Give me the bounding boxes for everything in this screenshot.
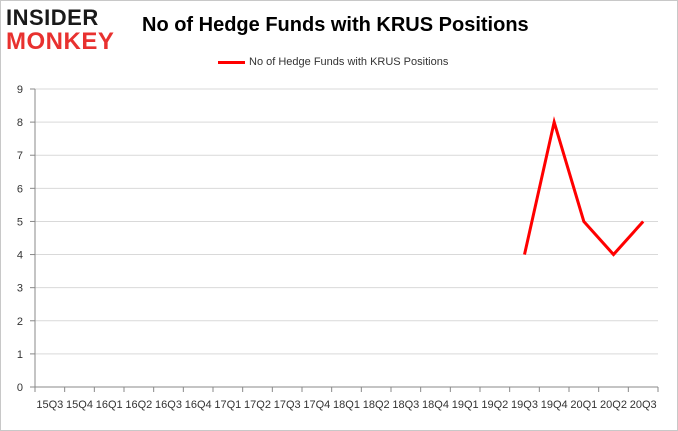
x-tick-label: 16Q3	[155, 399, 182, 411]
x-tick-label: 18Q4	[422, 399, 449, 411]
legend-swatch	[218, 60, 245, 64]
x-tick-label: 16Q4	[185, 399, 212, 411]
y-tick-label: 5	[17, 216, 23, 228]
x-tick-label: 18Q1	[333, 399, 360, 411]
y-tick-label: 4	[17, 250, 23, 262]
x-tick-label: 17Q2	[244, 399, 271, 411]
x-tick-label: 18Q3	[392, 399, 419, 411]
legend-label: No of Hedge Funds with KRUS Positions	[249, 56, 449, 68]
y-tick-label: 2	[17, 316, 23, 328]
series-layer	[523, 116, 645, 257]
x-tick-label: 17Q1	[214, 399, 241, 411]
x-tick-label: 20Q3	[630, 399, 657, 411]
gridlines	[35, 88, 658, 355]
chart-legend: No of Hedge Funds with KRUS Positions	[218, 55, 448, 69]
y-tick-label: 0	[17, 382, 23, 394]
y-tick-label: 8	[17, 117, 23, 129]
x-tick-label: 19Q2	[481, 399, 508, 411]
x-tick-label: 19Q3	[511, 399, 538, 411]
y-tick-label: 3	[17, 283, 23, 295]
x-tick-label: 19Q1	[452, 399, 479, 411]
insider-monkey-logo: INSIDER MONKEY	[6, 6, 126, 58]
y-tick-label: 7	[17, 150, 23, 162]
y-tick-label: 9	[17, 84, 23, 96]
chart-title: No of Hedge Funds with KRUS Positions	[142, 14, 529, 36]
y-tick-label: 6	[17, 183, 23, 195]
y-tick-labels: 0 1 2 3 4 5 6 7 8 9	[17, 84, 23, 394]
x-tick-label: 20Q1	[570, 399, 597, 411]
x-tick-label: 17Q4	[303, 399, 330, 411]
axes	[30, 88, 659, 392]
x-tick-label: 16Q1	[96, 399, 123, 411]
x-tick-label: 15Q4	[66, 399, 93, 411]
x-tick-label: 15Q3	[36, 399, 63, 411]
logo-line-1: INSIDER	[6, 5, 99, 30]
x-tick-label: 19Q4	[541, 399, 568, 411]
x-tick-label: 17Q3	[274, 399, 301, 411]
x-tick-labels: 15Q3 15Q4 16Q1 16Q2 16Q3 16Q4 17Q1 17Q2 17Q3 17Q4…	[36, 399, 656, 411]
logo-line-2: MONKEY	[6, 28, 115, 55]
x-tick-label: 16Q2	[125, 399, 152, 411]
y-tick-label: 1	[17, 349, 23, 361]
x-tick-label: 18Q2	[363, 399, 390, 411]
x-tick-label: 20Q2	[600, 399, 627, 411]
